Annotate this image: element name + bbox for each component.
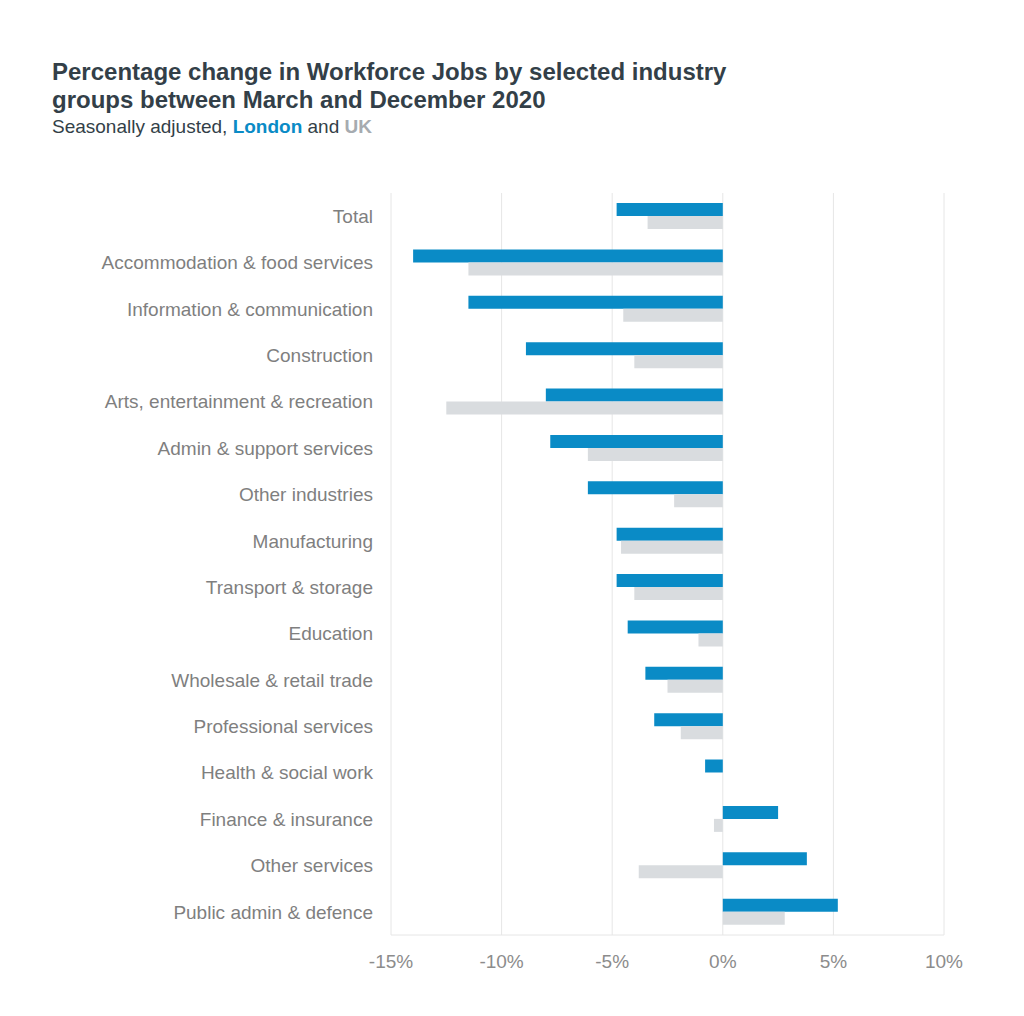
- svg-text:Information & communication: Information & communication: [127, 299, 373, 320]
- svg-text:Professional services: Professional services: [193, 716, 373, 737]
- svg-text:Wholesale & retail trade: Wholesale & retail trade: [171, 670, 373, 691]
- svg-text:10%: 10%: [925, 951, 963, 972]
- html-text:Seasonally adjusted, London an: Seasonally adjusted, London and UK: [52, 116, 372, 137]
- svg-text:Other industries: Other industries: [239, 484, 373, 505]
- svg-text:Public admin & defence: Public admin & defence: [173, 902, 373, 923]
- svg-text:Accommodation & food services: Accommodation & food services: [102, 252, 373, 273]
- svg-text:Total: Total: [333, 206, 373, 227]
- svg-text:-5%: -5%: [595, 951, 629, 972]
- svg-text:Manufacturing: Manufacturing: [253, 531, 373, 552]
- html-text:Percentage change in Workforce: Percentage change in Workforce Jobs by s…: [52, 58, 727, 113]
- svg-text:-15%: -15%: [369, 951, 413, 972]
- svg-text:Arts, entertainment & recreati: Arts, entertainment & recreation: [105, 391, 373, 412]
- svg-text:Construction: Construction: [266, 345, 373, 366]
- svg-text:5%: 5%: [820, 951, 848, 972]
- svg-text:Other services: Other services: [251, 855, 373, 876]
- svg-text:0%: 0%: [709, 951, 737, 972]
- svg-text:Health & social work: Health & social work: [201, 762, 374, 783]
- svg-text:Admin & support services: Admin & support services: [158, 438, 373, 459]
- svg-text:-10%: -10%: [479, 951, 523, 972]
- svg-text:Education: Education: [288, 623, 373, 644]
- svg-text:Transport & storage: Transport & storage: [206, 577, 373, 598]
- svg-text:Finance & insurance: Finance & insurance: [200, 809, 373, 830]
